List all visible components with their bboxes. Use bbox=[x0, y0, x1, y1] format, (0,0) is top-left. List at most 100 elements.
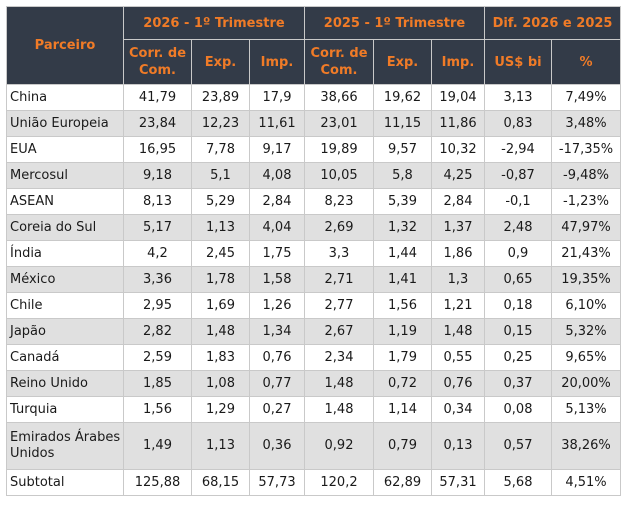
cell-exp-2025: 0,72 bbox=[373, 370, 432, 397]
cell-exp-2026: 12,23 bbox=[191, 110, 250, 137]
cell-corr-2026: 16,95 bbox=[123, 136, 192, 163]
cell-pct-diff: 20,00% bbox=[550, 370, 622, 397]
cell-corr-2026: 2,95 bbox=[123, 292, 192, 319]
cell-usd-diff: 2,48 bbox=[484, 214, 552, 241]
cell-exp-2026: 2,45 bbox=[191, 240, 250, 267]
cell-exp-2026: 7,78 bbox=[191, 136, 250, 163]
cell-imp-2026: 4,08 bbox=[249, 162, 305, 189]
cell-exp-2026: 1,69 bbox=[191, 292, 250, 319]
table-row: Chile 2,95 1,69 1,26 2,77 1,56 1,21 0,18 6,10% bbox=[6, 292, 622, 319]
cell-pct-diff: 5,13% bbox=[550, 396, 622, 423]
cell-usd-diff: 5,68 bbox=[484, 469, 552, 496]
table-body: China 41,79 23,89 17,9 38,66 19,62 19,04 3,13 7,… bbox=[6, 84, 622, 496]
cell-corr-2025: 3,3 bbox=[304, 240, 374, 267]
cell-partner: Canadá bbox=[6, 344, 124, 371]
cell-imp-2026: 0,76 bbox=[249, 344, 305, 371]
table-row: China 41,79 23,89 17,9 38,66 19,62 19,04 3,13 7,… bbox=[6, 84, 622, 111]
cell-corr-2025: 2,69 bbox=[304, 214, 374, 241]
cell-imp-2025: 4,25 bbox=[431, 162, 485, 189]
cell-imp-2025: 0,55 bbox=[431, 344, 485, 371]
trade-table-container: Parceiro 2026 - 1º Trimestre 2025 - 1º T… bbox=[6, 6, 622, 496]
cell-corr-2026: 2,59 bbox=[123, 344, 192, 371]
cell-imp-2025: 1,48 bbox=[431, 318, 485, 345]
cell-usd-diff: 0,25 bbox=[484, 344, 552, 371]
cell-imp-2026: 2,84 bbox=[249, 188, 305, 215]
cell-pct-diff: 5,32% bbox=[550, 318, 622, 345]
cell-imp-2025: 11,86 bbox=[431, 110, 485, 137]
cell-partner: Subtotal bbox=[6, 469, 124, 496]
cell-pct-diff: -9,48% bbox=[550, 162, 622, 189]
cell-imp-2026: 1,58 bbox=[249, 266, 305, 293]
cell-pct-diff: -17,35% bbox=[550, 136, 622, 163]
cell-imp-2025: 1,3 bbox=[431, 266, 485, 293]
cell-usd-diff: 0,83 bbox=[484, 110, 552, 137]
cell-partner: China bbox=[6, 84, 124, 111]
cell-exp-2025: 1,14 bbox=[373, 396, 432, 423]
cell-partner: Chile bbox=[6, 292, 124, 319]
cell-imp-2025: 1,21 bbox=[431, 292, 485, 319]
cell-corr-2025: 2,34 bbox=[304, 344, 374, 371]
cell-imp-2025: 1,37 bbox=[431, 214, 485, 241]
cell-corr-2025: 23,01 bbox=[304, 110, 374, 137]
header-usd-diff: US$ bi bbox=[484, 39, 552, 85]
cell-pct-diff: 4,51% bbox=[550, 469, 622, 496]
cell-usd-diff: 0,18 bbox=[484, 292, 552, 319]
cell-exp-2026: 1,78 bbox=[191, 266, 250, 293]
cell-imp-2025: 1,86 bbox=[431, 240, 485, 267]
cell-corr-2026: 1,49 bbox=[123, 422, 192, 470]
table-row: Canadá 2,59 1,83 0,76 2,34 1,79 0,55 0,25 9,65% bbox=[6, 344, 622, 371]
cell-partner: Reino Unido bbox=[6, 370, 124, 397]
cell-pct-diff: 47,97% bbox=[550, 214, 622, 241]
subtotal-row: Subtotal 125,88 68,15 57,73 120,2 62,89 57,31 5… bbox=[6, 469, 622, 496]
cell-usd-diff: 0,57 bbox=[484, 422, 552, 470]
cell-imp-2026: 9,17 bbox=[249, 136, 305, 163]
cell-pct-diff: 9,65% bbox=[550, 344, 622, 371]
cell-corr-2025: 10,05 bbox=[304, 162, 374, 189]
header-group-2026: 2026 - 1º Trimestre bbox=[123, 6, 305, 40]
cell-corr-2025: 0,92 bbox=[304, 422, 374, 470]
cell-exp-2025: 1,41 bbox=[373, 266, 432, 293]
cell-corr-2025: 2,67 bbox=[304, 318, 374, 345]
cell-exp-2026: 1,29 bbox=[191, 396, 250, 423]
cell-exp-2026: 23,89 bbox=[191, 84, 250, 111]
cell-partner: União Europeia bbox=[6, 110, 124, 137]
cell-pct-diff: 7,49% bbox=[550, 84, 622, 111]
cell-corr-2025: 1,48 bbox=[304, 396, 374, 423]
cell-imp-2026: 1,26 bbox=[249, 292, 305, 319]
cell-corr-2025: 2,71 bbox=[304, 266, 374, 293]
cell-corr-2026: 2,82 bbox=[123, 318, 192, 345]
header-group-2025: 2025 - 1º Trimestre bbox=[304, 6, 485, 40]
table-row: Japão 2,82 1,48 1,34 2,67 1,19 1,48 0,15 5,32% bbox=[6, 318, 622, 345]
cell-pct-diff: 3,48% bbox=[550, 110, 622, 137]
cell-exp-2025: 1,44 bbox=[373, 240, 432, 267]
cell-pct-diff: 19,35% bbox=[550, 266, 622, 293]
cell-corr-2026: 41,79 bbox=[123, 84, 192, 111]
cell-corr-2026: 1,56 bbox=[123, 396, 192, 423]
cell-imp-2026: 0,27 bbox=[249, 396, 305, 423]
header-imp-2025: Imp. bbox=[431, 39, 485, 85]
cell-imp-2026: 4,04 bbox=[249, 214, 305, 241]
cell-usd-diff: 0,9 bbox=[484, 240, 552, 267]
cell-imp-2026: 1,75 bbox=[249, 240, 305, 267]
cell-corr-2026: 8,13 bbox=[123, 188, 192, 215]
cell-imp-2025: 10,32 bbox=[431, 136, 485, 163]
cell-corr-2026: 9,18 bbox=[123, 162, 192, 189]
cell-exp-2025: 11,15 bbox=[373, 110, 432, 137]
cell-partner: EUA bbox=[6, 136, 124, 163]
cell-pct-diff: -1,23% bbox=[550, 188, 622, 215]
cell-partner: México bbox=[6, 266, 124, 293]
cell-exp-2026: 1,13 bbox=[191, 214, 250, 241]
cell-usd-diff: 0,37 bbox=[484, 370, 552, 397]
cell-partner: Emirados Árabes Unidos bbox=[6, 422, 124, 470]
header-partner: Parceiro bbox=[6, 6, 124, 85]
cell-exp-2025: 1,32 bbox=[373, 214, 432, 241]
cell-corr-2025: 1,48 bbox=[304, 370, 374, 397]
table-row: Emirados Árabes Unidos 1,49 1,13 0,36 0,92 0,… bbox=[6, 422, 622, 470]
cell-usd-diff: 0,08 bbox=[484, 396, 552, 423]
cell-imp-2025: 57,31 bbox=[431, 469, 485, 496]
cell-usd-diff: -0,87 bbox=[484, 162, 552, 189]
cell-corr-2026: 125,88 bbox=[123, 469, 192, 496]
cell-partner: Coreia do Sul bbox=[6, 214, 124, 241]
cell-exp-2026: 1,48 bbox=[191, 318, 250, 345]
cell-exp-2025: 1,56 bbox=[373, 292, 432, 319]
